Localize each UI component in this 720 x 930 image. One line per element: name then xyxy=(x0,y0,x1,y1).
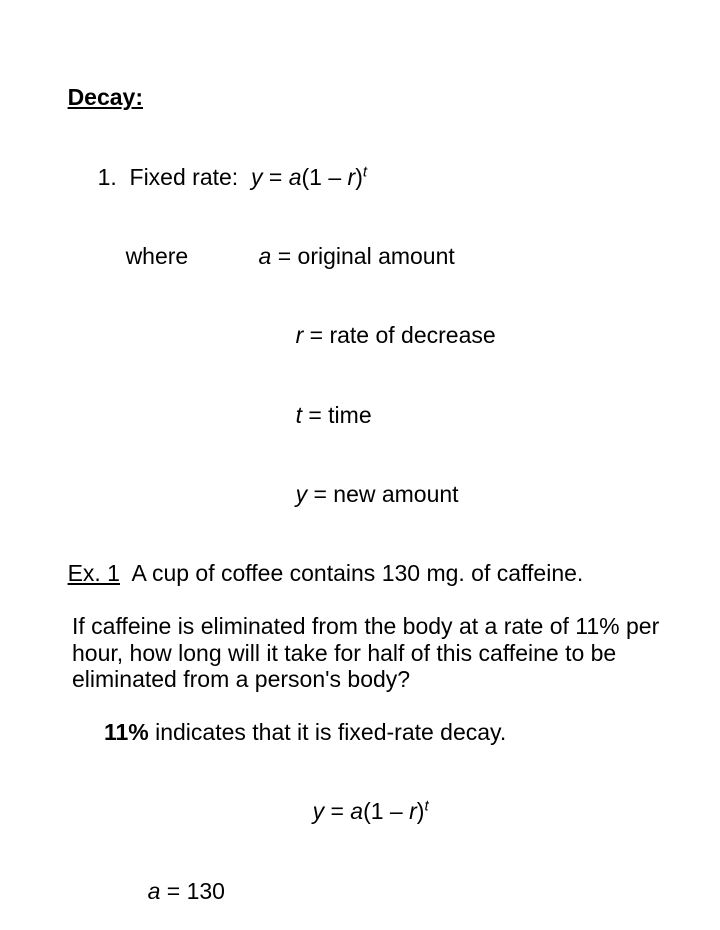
example-body: If caffeine is eliminated from the body … xyxy=(42,613,678,692)
eq2-close: ) xyxy=(417,798,425,824)
def-r-rhs: = rate of decrease xyxy=(303,322,495,348)
where-label: where xyxy=(126,243,189,269)
example-a-rhs: = 130 xyxy=(160,878,225,904)
eq-y: y xyxy=(251,164,263,190)
example-label: Ex. 1 xyxy=(68,560,120,586)
def-t-line: t = time xyxy=(42,375,678,454)
fixed-rate-label: 1. Fixed rate: xyxy=(98,164,251,190)
eq2-open: (1 – xyxy=(363,798,409,824)
example-note-line: 11% indicates that it is fixed-rate deca… xyxy=(42,693,678,772)
eq-equals-1: = xyxy=(262,164,288,190)
eq-a: a xyxy=(289,164,302,190)
where-gap xyxy=(188,243,258,269)
example-a-lhs: a xyxy=(148,878,161,904)
def-t-rhs: = time xyxy=(302,402,372,428)
example-lead-line: Ex. 1 A cup of coffee contains 130 mg. o… xyxy=(42,534,678,613)
eq2-r: r xyxy=(409,798,417,824)
example-lead: A cup of coffee contains 130 mg. of caff… xyxy=(120,560,596,586)
eq-open-1: (1 – xyxy=(301,164,347,190)
fixed-rate-line: 1. Fixed rate: y = a(1 – r)t xyxy=(42,137,678,216)
example-a-line: a = 130 xyxy=(42,851,678,930)
slide: Decay: 1. Fixed rate: y = a(1 – r)t wher… xyxy=(0,0,720,540)
decay-heading: Decay: xyxy=(42,58,678,137)
eq2-y: y xyxy=(313,798,325,824)
example-note-pct: 11% xyxy=(98,719,149,745)
eq2-exp-t: t xyxy=(424,798,428,815)
eq2-a: a xyxy=(350,798,363,824)
eq2-equals: = xyxy=(324,798,350,824)
def-y-rhs: = new amount xyxy=(307,481,459,507)
def-y-lhs: y xyxy=(296,481,308,507)
def-a-rhs: = original amount xyxy=(271,243,454,269)
def-r-line: r = rate of decrease xyxy=(42,296,678,375)
def-y-line: y = new amount xyxy=(42,455,678,534)
example-note-rest: indicates that it is fixed-rate decay. xyxy=(149,719,507,745)
decay-heading-text: Decay: xyxy=(68,84,143,110)
eq-close-1: ) xyxy=(355,164,363,190)
def-a-lhs: a xyxy=(259,243,272,269)
example-equation-line: y = a(1 – r)t xyxy=(42,772,678,851)
where-line: where a = original amount xyxy=(42,217,678,296)
eq-exp-t-1: t xyxy=(363,163,367,180)
